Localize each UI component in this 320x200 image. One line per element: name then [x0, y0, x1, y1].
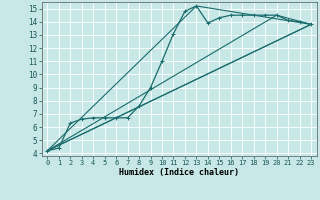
X-axis label: Humidex (Indice chaleur): Humidex (Indice chaleur): [119, 168, 239, 177]
